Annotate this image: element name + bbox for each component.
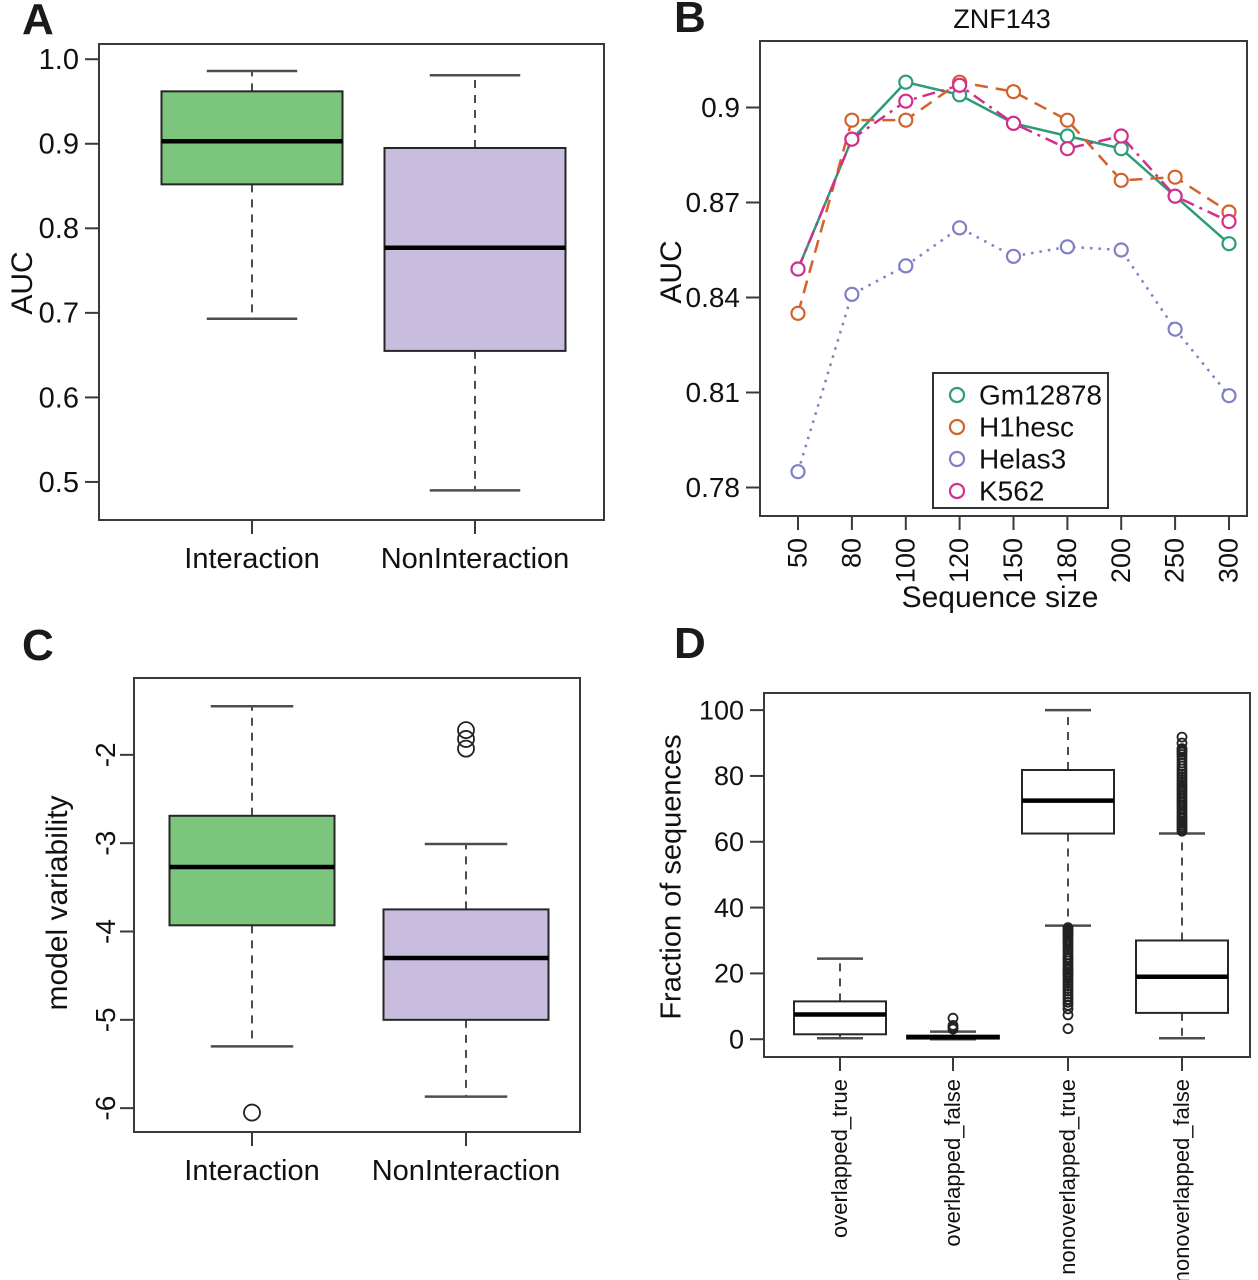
svg-text:K562: K562 <box>979 476 1044 507</box>
panel-b-title: ZNF143 <box>953 4 1051 34</box>
svg-text:-2: -2 <box>90 742 121 767</box>
svg-text:-5: -5 <box>90 1007 121 1032</box>
svg-text:0.5: 0.5 <box>39 467 79 499</box>
svg-text:250: 250 <box>1160 538 1190 583</box>
svg-text:120: 120 <box>944 538 974 583</box>
svg-text:80: 80 <box>714 761 744 791</box>
svg-text:Interaction: Interaction <box>184 543 319 575</box>
svg-text:300: 300 <box>1214 538 1244 583</box>
svg-text:0.84: 0.84 <box>686 282 741 313</box>
svg-text:-6: -6 <box>90 1096 121 1121</box>
svg-text:0.87: 0.87 <box>686 187 741 218</box>
svg-text:80: 80 <box>837 538 867 568</box>
svg-text:0.9: 0.9 <box>701 92 740 123</box>
svg-text:Helas3: Helas3 <box>979 444 1066 475</box>
svg-text:180: 180 <box>1052 538 1082 583</box>
svg-text:Interaction: Interaction <box>184 1155 319 1187</box>
svg-text:40: 40 <box>714 893 744 923</box>
panel-d-boxplot-fraction-of-sequences: 100 80 60 40 20 0 overlapped_true overlapped_fa… <box>699 692 1251 1280</box>
svg-text:1.0: 1.0 <box>39 44 79 76</box>
svg-text:Gm12878: Gm12878 <box>979 380 1102 411</box>
panel-c-label: C <box>22 621 54 670</box>
svg-text:150: 150 <box>998 538 1028 583</box>
svg-text:nonoverlapped_true: nonoverlapped_true <box>1055 1079 1080 1275</box>
svg-text:0.7: 0.7 <box>39 298 79 330</box>
svg-text:H1hesc: H1hesc <box>979 412 1074 443</box>
panel-d-label: D <box>674 619 706 668</box>
svg-text:NonInteraction: NonInteraction <box>381 543 570 575</box>
svg-text:20: 20 <box>714 959 744 989</box>
svg-text:0.6: 0.6 <box>39 382 79 414</box>
svg-text:0.78: 0.78 <box>686 472 741 503</box>
svg-text:0: 0 <box>729 1024 744 1054</box>
svg-text:0.8: 0.8 <box>39 213 79 245</box>
svg-text:100: 100 <box>699 695 744 725</box>
svg-text:200: 200 <box>1106 538 1136 583</box>
svg-text:-3: -3 <box>90 831 121 856</box>
svg-text:nonoverlapped_false: nonoverlapped_false <box>1169 1079 1194 1280</box>
svg-text:NonInteraction: NonInteraction <box>372 1155 561 1187</box>
svg-text:0.81: 0.81 <box>686 377 741 408</box>
panel-a-boxplot-auc: 1.0 0.9 0.8 0.7 0.6 0.5 Interaction NonInteract… <box>39 43 605 575</box>
svg-text:60: 60 <box>714 827 744 857</box>
svg-text:overlapped_false: overlapped_false <box>940 1079 965 1247</box>
svg-text:100: 100 <box>890 538 920 583</box>
svg-text:-4: -4 <box>90 919 121 944</box>
panel-a-label: A <box>22 0 54 44</box>
svg-text:0.9: 0.9 <box>39 129 79 161</box>
panel-b-line-chart-znf143: 0.9 0.87 0.84 0.81 0.78 50 80 100 120 150 180 200 25… <box>686 40 1248 583</box>
svg-text:overlapped_true: overlapped_true <box>827 1079 852 1238</box>
panel-b-x-axis-title: Sequence size <box>901 581 1099 614</box>
panel-c-boxplot-model-variability: -2 -3 -4 -5 -6 Interaction NonInteraction <box>90 677 581 1187</box>
svg-text:50: 50 <box>783 538 813 568</box>
panel-b-label: B <box>674 0 706 42</box>
